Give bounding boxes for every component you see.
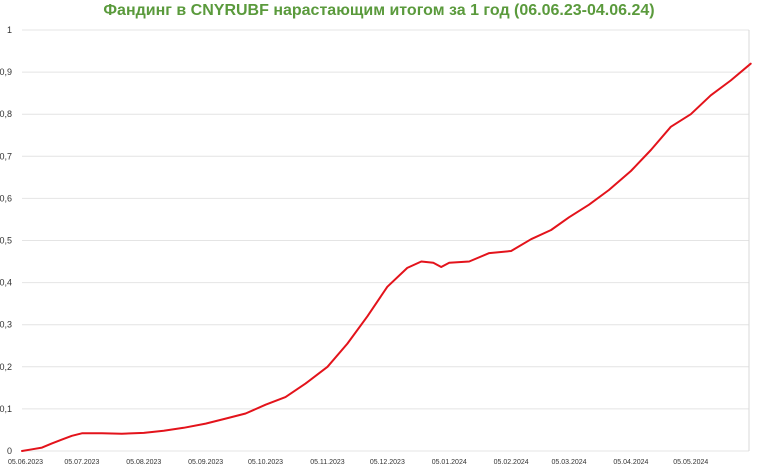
y-tick-label: 0: [7, 446, 12, 456]
y-axis-ticks: 0 0,1 0,2 0,3 0,4 0,5 0,6 0,7 0,8 0,9 1: [0, 25, 12, 456]
x-tick-label: 05.06.2023: [8, 459, 43, 466]
gridlines: [22, 29, 749, 452]
x-tick-label: 05.02.2024: [494, 459, 529, 466]
x-axis-ticks: 05.06.2023 05.07.2023 05.08.2023 05.09.2023…: [8, 459, 708, 466]
x-tick-label: 05.03.2024: [551, 459, 586, 466]
y-tick-label: 0,8: [0, 109, 12, 119]
y-tick-label: 0,6: [0, 193, 12, 203]
y-tick-label: 0,4: [0, 278, 12, 288]
x-tick-label: 05.05.2024: [673, 459, 708, 466]
x-tick-label: 05.04.2024: [613, 459, 648, 466]
series-line-0: [21, 62, 752, 452]
y-tick-label: 0,3: [0, 320, 12, 330]
y-tick-label: 0,2: [0, 362, 12, 372]
x-tick-label: 05.12.2023: [370, 459, 405, 466]
x-tick-label: 05.07.2023: [64, 459, 99, 466]
x-tick-label: 05.01.2024: [432, 459, 467, 466]
y-tick-label: 0,7: [0, 151, 12, 161]
x-tick-label: 05.10.2023: [248, 459, 283, 466]
y-tick-label: 1: [7, 25, 12, 35]
x-tick-label: 05.08.2023: [126, 459, 161, 466]
y-tick-label: 0,9: [0, 67, 12, 77]
series-layer: [21, 62, 752, 452]
x-tick-label: 05.11.2023: [310, 459, 345, 466]
x-tick-label: 05.09.2023: [188, 459, 223, 466]
y-tick-label: 0,1: [0, 404, 12, 414]
chart-title: Фандинг в CNYRUBF нарастающим итогом за …: [103, 2, 655, 19]
y-tick-label: 0,5: [0, 236, 12, 246]
